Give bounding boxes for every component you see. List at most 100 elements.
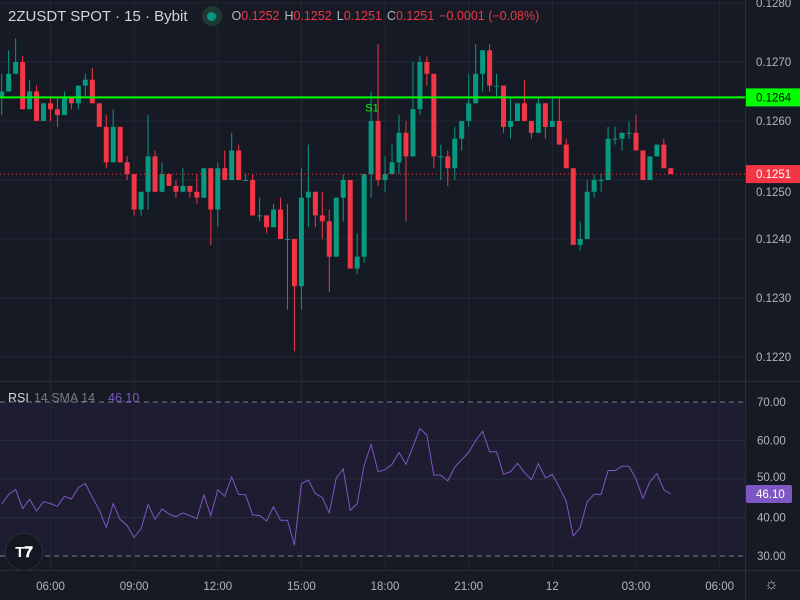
candle-body [598,180,604,181]
candle [591,174,597,198]
candle-body [382,174,388,180]
candle [159,162,165,192]
candle-body [159,174,165,192]
candle [473,44,479,104]
candle-body [654,144,660,157]
tradingview-logo[interactable]: T𝟕 [5,533,43,571]
candle-body [361,174,367,257]
candle [501,85,507,133]
last-price-tag-text: 0.1251 [756,169,791,181]
candle [215,162,221,228]
candle-body [584,191,590,239]
candle-body [257,215,263,217]
candle-body [6,73,12,92]
gear-icon[interactable]: ☼ [764,576,779,593]
candle [654,144,660,157]
time-axis-border [0,570,800,571]
candle-body [452,138,458,169]
candle-body [508,121,514,127]
candle-body [173,185,179,192]
candle [584,180,590,239]
candle [291,239,297,352]
candle-body [110,126,116,163]
support-price-tag-text: 0.1264 [756,92,792,104]
candle [556,97,562,145]
candle-body [201,168,207,198]
candle [521,79,527,121]
candle-body [417,62,423,110]
candle [661,138,667,169]
candle-body [319,215,325,222]
candle [96,103,102,127]
price-tick-label: 0.1240 [756,234,791,246]
candle [166,174,172,186]
candle-body [180,185,186,192]
candle-body [305,191,311,198]
candle-body [194,191,200,198]
candle-body [661,144,667,169]
price-tick-label: 0.1270 [756,57,791,69]
candle [333,197,339,257]
candle-body [124,162,130,175]
candle [514,103,520,121]
time-tick-label: 09:00 [120,581,149,593]
high-value: H0.1252 [284,9,332,23]
candle-body [619,132,625,139]
candle [605,126,611,180]
candle [326,209,332,293]
candle [222,150,228,180]
candle-body [103,126,109,163]
candle-body [410,109,416,157]
close-value: C0.1251 [386,9,435,23]
candle [396,115,402,175]
rsi-value-tag-text: 46.10 [756,489,785,501]
support-price-tag [746,88,800,107]
candle [298,168,304,310]
candle-body [278,209,283,239]
candle [570,168,576,245]
candle-body [326,221,332,257]
candle-body [438,156,444,158]
time-tick-label: 21:00 [454,581,483,593]
candle-body [396,132,402,163]
candle [410,62,416,157]
candle [271,203,277,228]
candle [466,73,472,127]
candle-body [535,103,541,133]
candle-body [563,144,569,169]
status-dot-icon [207,11,216,21]
candle [278,197,283,239]
candle [117,126,123,163]
rsi-legend[interactable]: RSI 14 SMA 14 46.10 [8,391,139,405]
support-line-label: S1 [365,102,378,114]
candle [319,191,325,239]
candle [312,191,318,228]
candle [20,56,26,110]
candle [152,150,158,192]
candle [354,233,360,275]
candle-body [556,121,562,145]
candle [424,56,430,86]
low-value: L0.1251 [336,9,382,23]
candle-body [494,85,500,87]
candle-body [131,174,137,210]
time-tick-label: 15:00 [287,581,316,593]
candle [145,115,151,210]
candle-body [612,138,618,140]
market-status-indicator[interactable] [201,6,222,26]
candle [389,144,395,175]
rsi-value: 46.10 [108,391,140,405]
candle [494,73,500,98]
candle-body [521,103,527,121]
candle [264,215,270,234]
candle [34,85,40,121]
candle [361,174,367,263]
candle [6,50,12,92]
candle-body [0,91,5,98]
symbol-title[interactable]: 2ZUSDT SPOT · 15 · Bybit [8,7,188,25]
candle [549,97,555,127]
candle [13,38,19,74]
candle [305,144,311,228]
candle-body [13,62,19,74]
